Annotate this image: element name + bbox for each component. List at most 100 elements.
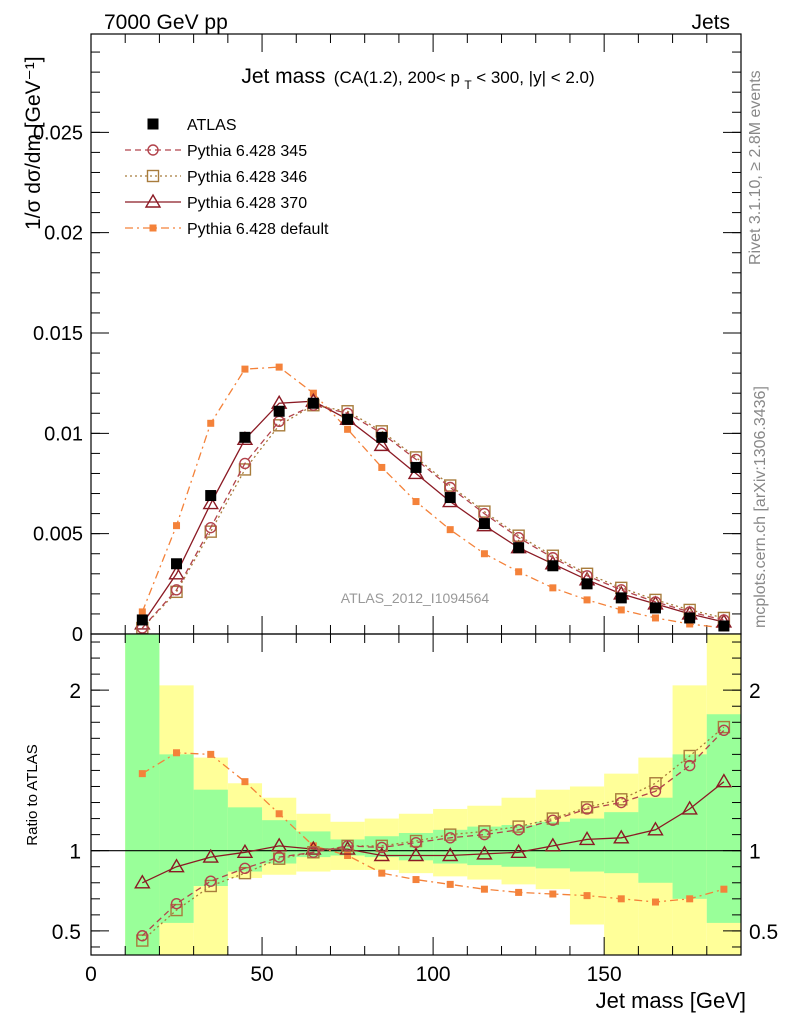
ratio-ytick-label: 1	[69, 841, 81, 864]
ratio-ytick-label: 2	[69, 680, 81, 703]
main-point-default	[241, 365, 249, 373]
analysis-label: ATLAS_2012_I1094564	[341, 590, 490, 606]
main-point-p345	[239, 457, 251, 470]
ratio-point-default	[275, 810, 283, 818]
main-point-default	[378, 463, 386, 471]
main-point-atlas	[376, 431, 388, 443]
main-ytick-label: 0.005	[33, 524, 83, 546]
ratio-point-p370	[339, 840, 356, 855]
main-ytick-label: 0	[72, 624, 83, 646]
main-point-p346	[272, 419, 286, 432]
main-point-default	[446, 526, 454, 534]
ratio-line-p370	[142, 781, 725, 884]
main-ytick-label: 0.01	[44, 423, 83, 445]
legend-marker-p346	[146, 169, 160, 183]
ratio-point-p346	[683, 749, 696, 763]
ratio-band-inner	[262, 820, 297, 864]
ratio-point-p346	[478, 825, 491, 838]
ratio-series	[134, 720, 733, 947]
ratio-point-default	[583, 892, 591, 900]
ratio-point-p370	[578, 831, 596, 846]
ratio-band-inner	[227, 807, 263, 872]
main-point-p345	[205, 521, 217, 534]
main-point-atlas	[513, 542, 525, 554]
ratio-point-default	[549, 890, 557, 898]
ratio-band-inner	[330, 839, 365, 856]
ratio-point-p370	[407, 847, 425, 862]
ratio-point-p345	[136, 930, 149, 942]
ratio-ytick-label: 0.5	[52, 921, 81, 944]
ratio-point-p345	[478, 828, 491, 841]
main-line-p346	[141, 404, 725, 629]
main-ytick-label: 0.02	[44, 223, 83, 245]
main-line-p345	[141, 404, 725, 629]
energy-label: 7000 GeV pp	[104, 11, 228, 34]
main-point-atlas	[136, 614, 148, 626]
main-point-atlas	[684, 612, 696, 624]
ratio-band-inner	[638, 797, 673, 883]
main-series	[134, 363, 733, 634]
ratio-point-p345	[581, 803, 593, 815]
ratio-bands	[125, 634, 741, 955]
x-tick-label: 50	[250, 963, 273, 986]
ratio-point-p346	[444, 828, 457, 841]
ratio-point-p370	[613, 829, 630, 844]
main-ytick-label: 0.025	[33, 122, 83, 144]
ratio-point-default	[446, 880, 454, 888]
main-point-default	[275, 363, 283, 371]
main-point-p370	[202, 495, 219, 510]
main-point-default	[344, 425, 352, 433]
ratio-point-p346	[409, 834, 423, 848]
ratio-point-p346	[580, 801, 594, 814]
ratio-point-p345	[170, 897, 183, 910]
ratio-point-default	[378, 869, 386, 877]
title-sub-prefix: (CA(1.2), 200< p	[334, 68, 460, 87]
ratio-point-p370	[134, 874, 151, 889]
ratio-point-p370	[681, 800, 698, 815]
ratio-point-p346	[615, 793, 628, 806]
ratio-point-p345	[307, 846, 320, 858]
main-point-default	[549, 584, 557, 592]
legend-marker-p345	[147, 144, 159, 156]
title-sub-suffix: < 300, |y| < 2.0)	[476, 68, 594, 87]
ratio-point-p370	[476, 845, 493, 860]
title-main: Jet mass	[241, 65, 325, 88]
legend-marker-atlas	[147, 118, 159, 130]
main-line-default	[141, 366, 724, 629]
ratio-ytick-label-right: 1	[749, 841, 761, 864]
ratio-point-default	[720, 885, 728, 893]
ratio-ylabel: Ratio to ATLAS	[24, 744, 41, 845]
x-tick-label: 0	[85, 963, 97, 986]
ratio-band-inner	[364, 836, 399, 858]
ratio-point-p370	[236, 843, 254, 858]
ratio-point-p346	[512, 820, 525, 833]
ratio-point-p346	[649, 777, 662, 790]
ratio-point-p370	[647, 821, 664, 836]
ratio-band-inner	[193, 789, 228, 886]
ratio-point-default	[173, 749, 181, 757]
ratio-point-p345	[718, 724, 730, 736]
ratio-point-p370	[544, 837, 562, 852]
ratio-point-p345	[683, 759, 696, 772]
ratio-point-p346	[204, 879, 217, 893]
main-point-atlas	[718, 620, 730, 632]
ratio-point-p345	[512, 824, 525, 836]
ratio-point-p345	[239, 862, 251, 875]
main-point-atlas	[307, 397, 319, 409]
ratio-point-p345	[376, 841, 388, 854]
main-point-atlas	[239, 431, 251, 443]
chart-title: Jet mass (CA(1.2), 200< p T < 300, |y| <…	[241, 65, 594, 93]
mcplots-label: mcplots.cern.ch [arXiv:1306.3436]	[752, 386, 769, 628]
ratio-point-p345	[341, 840, 354, 852]
main-point-p346	[512, 529, 525, 542]
ratio-point-default	[515, 888, 523, 896]
ratio-line-p345	[141, 729, 725, 937]
main-point-p345	[170, 584, 183, 596]
main-point-atlas	[410, 461, 422, 473]
main-point-p346	[170, 585, 183, 599]
ratio-point-p370	[715, 773, 733, 788]
main-point-atlas	[205, 490, 217, 502]
ratio-point-p370	[270, 837, 288, 852]
main-point-default	[686, 620, 694, 628]
